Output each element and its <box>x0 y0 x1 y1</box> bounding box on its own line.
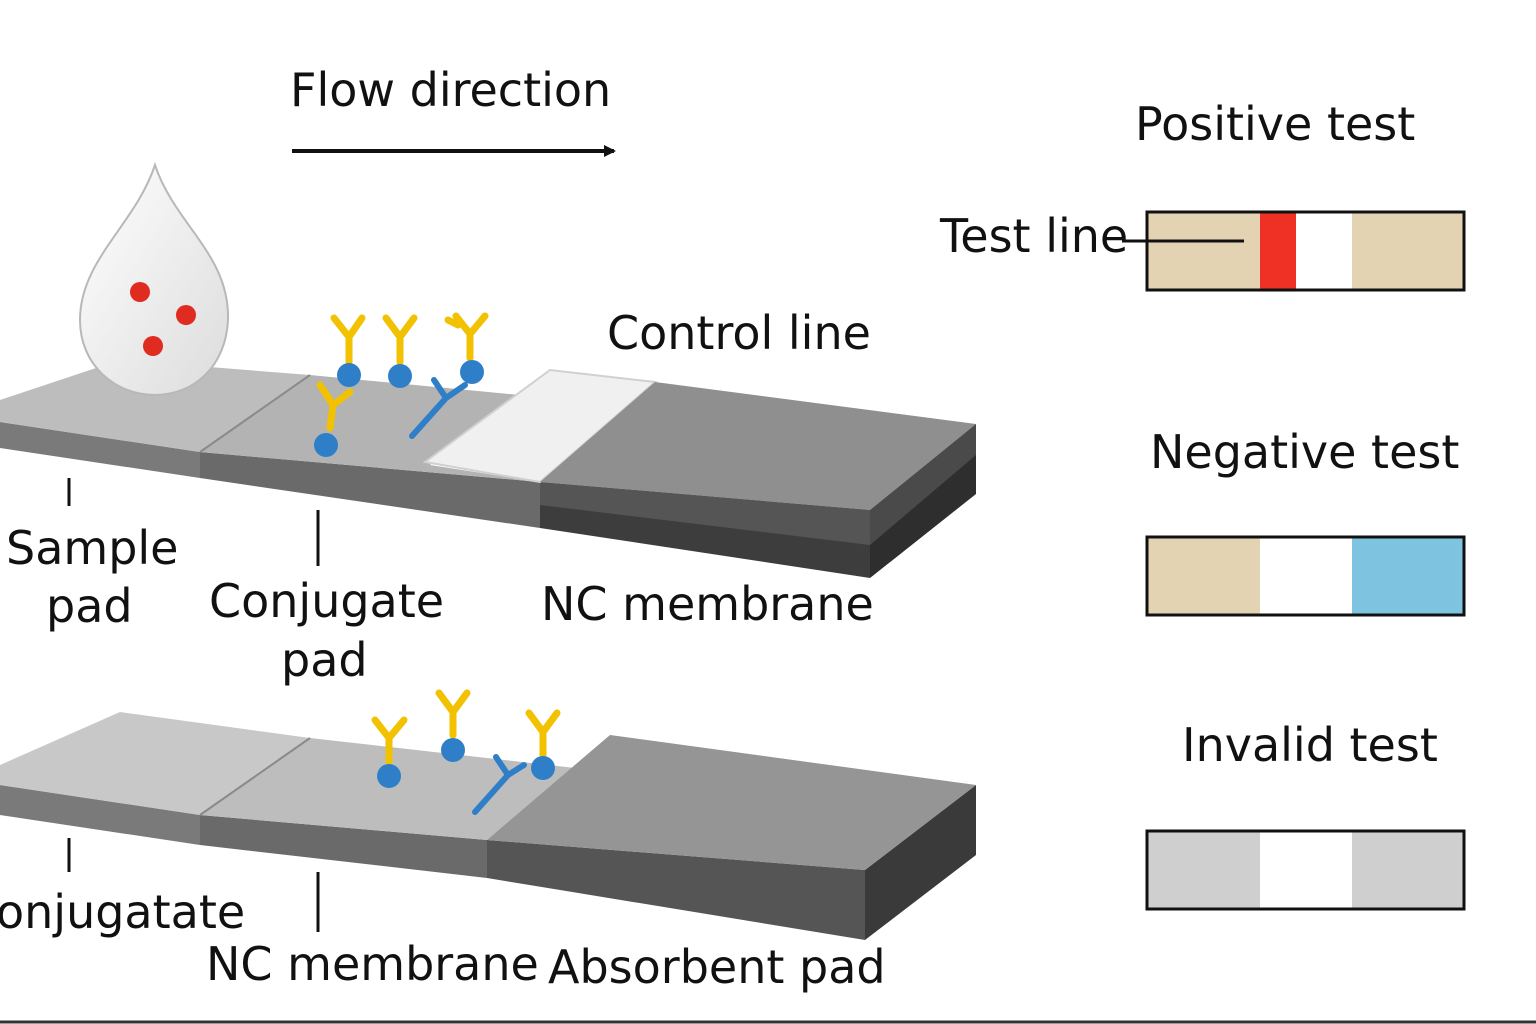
antigen-dot <box>143 336 163 356</box>
capture-antibody <box>409 377 468 439</box>
negative-control-zone <box>1352 537 1464 615</box>
nc-membrane-label-top: NC membrane <box>541 577 874 631</box>
strip-right-side-upper <box>870 424 976 545</box>
sample-pad-front <box>0 422 200 478</box>
negative-result-strip <box>1145 535 1466 617</box>
bottom-conjugate-top <box>0 712 310 815</box>
test-line-label: Test line <box>939 209 1128 263</box>
bottom-conjugate-label: onjugatate <box>0 885 245 939</box>
conjugated-antibody <box>525 709 561 780</box>
conjugate-pad-front <box>200 452 540 528</box>
sample-droplet <box>78 161 230 397</box>
positive-test-title: Positive test <box>1135 97 1415 151</box>
invalid-result-strip <box>1145 829 1466 911</box>
antigen-dot <box>130 282 150 302</box>
positive-test-line <box>1260 212 1296 290</box>
conjugated-antibody <box>330 314 366 387</box>
bottom-right-side <box>865 785 976 940</box>
absorbent-pad-top <box>540 382 976 510</box>
invalid-test-title: Invalid test <box>1182 718 1438 772</box>
control-line-label: Control line <box>607 306 871 360</box>
positive-result-strip <box>1145 210 1466 292</box>
flow-direction-label: Flow direction <box>290 63 611 117</box>
bottom-membrane-front <box>200 815 487 878</box>
top-test-strip <box>0 360 976 578</box>
conjugated-antibody <box>435 689 471 762</box>
antigen-dot <box>176 305 196 325</box>
sample-pad-label-line1: Sample <box>6 521 178 575</box>
capture-antibody <box>472 754 527 815</box>
negative-test-title: Negative test <box>1150 425 1459 479</box>
conjugated-antibody <box>382 314 418 388</box>
conjugate-pad-label-line1: Conjugate <box>209 574 444 628</box>
nc-membrane-label-bottom: NC membrane <box>206 937 539 991</box>
bottom-conjugate-front <box>0 785 200 845</box>
sample-pad-label-line2: pad <box>46 579 133 633</box>
conjugate-pad-top <box>200 375 540 482</box>
bottom-absorbent-top <box>487 735 976 870</box>
nc-membrane-front-upper <box>540 482 870 545</box>
bottom-membrane-top <box>200 738 575 840</box>
bottom-absorbent-front <box>487 840 865 940</box>
conjugate-pad-label-line2: pad <box>281 633 368 687</box>
bottom-test-strip <box>0 712 976 940</box>
conjugated-antibody <box>314 381 354 457</box>
conjugated-antibody <box>371 716 408 788</box>
absorbent-pad-label: Absorbent pad <box>548 940 886 994</box>
conjugated-antibody <box>444 312 489 384</box>
